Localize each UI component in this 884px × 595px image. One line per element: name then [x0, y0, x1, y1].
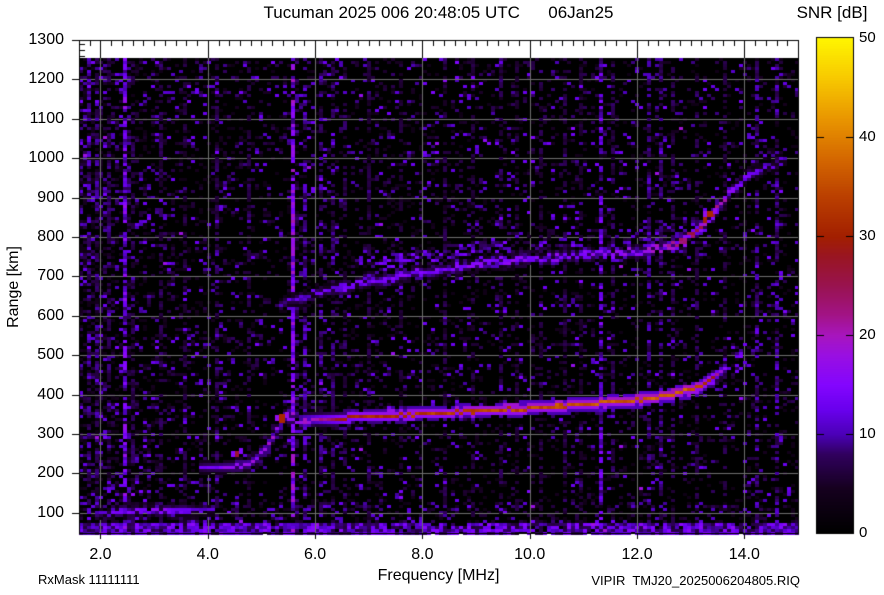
x-axis-label: Frequency [MHz]: [377, 567, 500, 584]
x-tick-label: 2.0: [89, 546, 112, 563]
y-tick-label: 300: [37, 425, 64, 443]
y-tick-label: 100: [37, 503, 64, 521]
x-tick-label: 10.0: [514, 546, 546, 563]
x-tick-label: 12.0: [621, 546, 653, 563]
y-tick-label: 600: [37, 306, 64, 324]
x-tick-label: 6.0: [303, 546, 327, 563]
colorbar-title: SNR [dB]: [796, 3, 868, 22]
y-tick-label: 800: [37, 228, 64, 246]
y-tick-label: 500: [37, 346, 64, 364]
x-tick-label: 14.0: [728, 546, 760, 563]
y-tick-label: 400: [37, 385, 64, 403]
plot-title: Tucuman 2025 006 20:48:05 UTC 06Jan25: [263, 3, 614, 22]
x-tick-label: 4.0: [196, 546, 219, 563]
y-tick-label: 1100: [29, 109, 64, 127]
colorbar-tick-label: 20: [859, 326, 876, 343]
y-tick-label: 200: [37, 464, 64, 482]
colorbar-tick-label: 50: [859, 29, 876, 46]
y-tick-label: 1200: [28, 70, 64, 88]
colorbar-tick-label: 0: [859, 524, 868, 541]
colorbar-tick-label: 10: [859, 425, 876, 442]
y-tick-label: 900: [37, 188, 64, 206]
y-tick-label: 1300: [28, 31, 64, 48]
y-tick-label: 1000: [28, 149, 64, 167]
colorbar-tick-label: 30: [859, 227, 876, 244]
colorbar-tick-label: 40: [859, 128, 876, 145]
y-tick-label: 700: [37, 267, 64, 285]
x-tick-label: 8.0: [411, 546, 434, 563]
data-file-label: VIPIR TMJ20_2025006204805.RIQ: [591, 573, 800, 588]
rx-mask-label: RxMask 11111111: [38, 572, 140, 587]
